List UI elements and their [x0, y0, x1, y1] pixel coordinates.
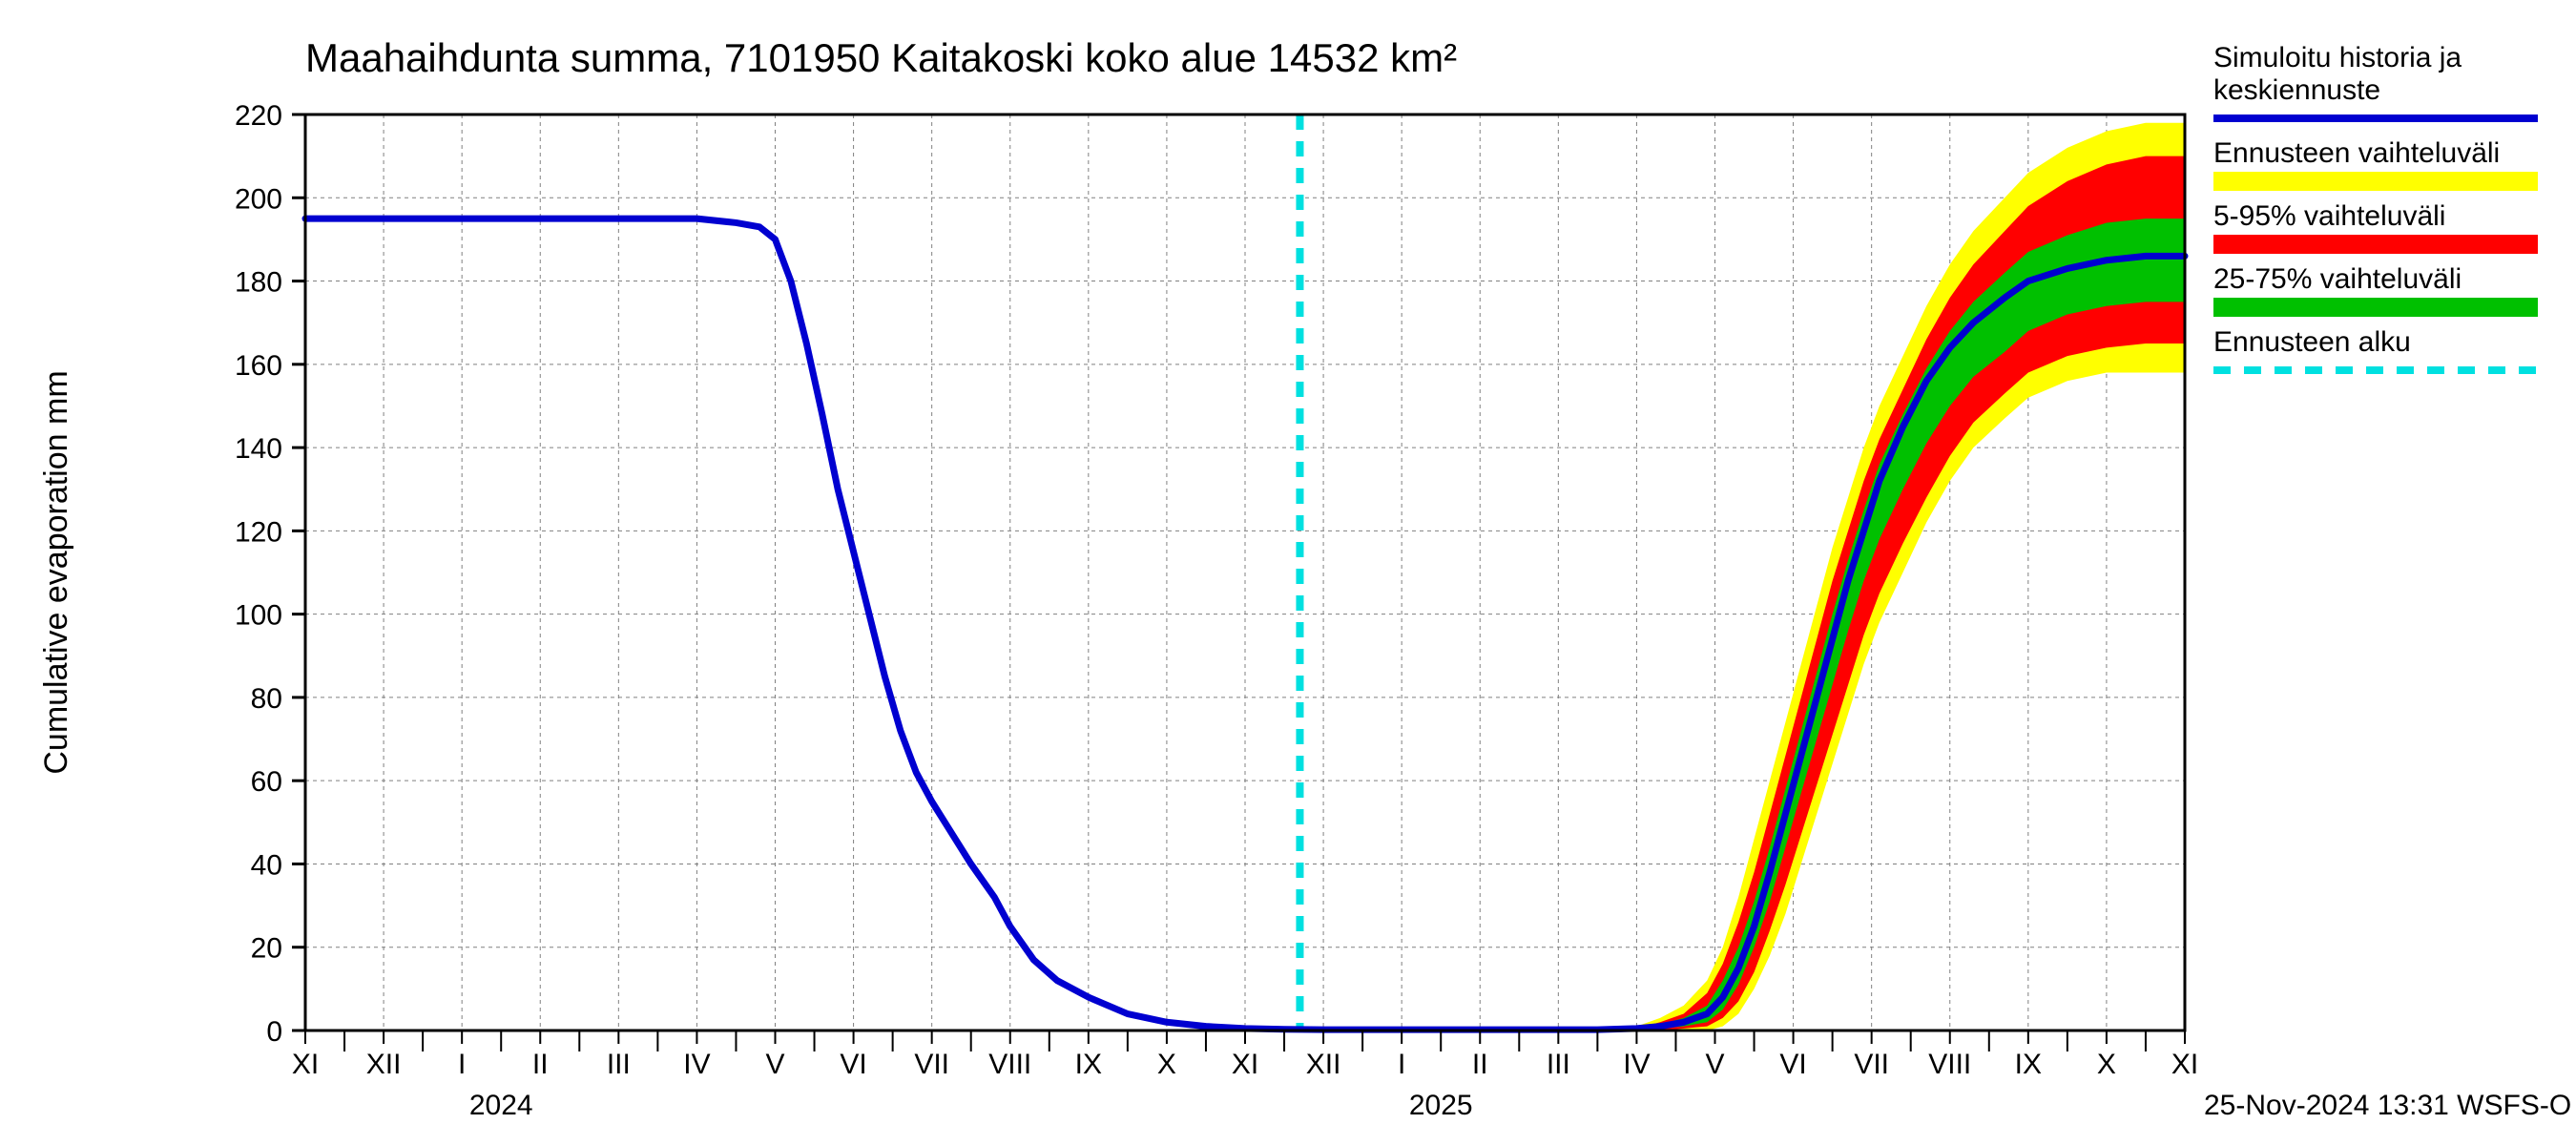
legend-swatch-band	[2213, 298, 2538, 317]
month-label: XI	[2171, 1049, 2198, 1080]
legend-label: Ennusteen alku	[2213, 326, 2411, 358]
legend-label: Simuloitu historia ja	[2213, 42, 2462, 73]
month-label: XII	[1306, 1049, 1341, 1080]
month-label: VII	[1854, 1049, 1889, 1080]
month-label: X	[2097, 1049, 2116, 1080]
legend-label: 5-95% vaihteluväli	[2213, 200, 2445, 232]
year-label: 2024	[469, 1090, 533, 1121]
month-label: II	[1472, 1049, 1488, 1080]
chart-bg	[0, 0, 2576, 1145]
ytick-label: 0	[266, 1016, 282, 1048]
month-label: VI	[1779, 1049, 1806, 1080]
ytick-label: 120	[235, 516, 282, 548]
month-label: VIII	[988, 1049, 1031, 1080]
chart-container: 020406080100120140160180200220XIXIIIIIII…	[0, 0, 2576, 1145]
legend-swatch-band	[2213, 172, 2538, 191]
month-label: X	[1157, 1049, 1176, 1080]
month-label: V	[765, 1049, 784, 1080]
month-label: IV	[683, 1049, 710, 1080]
ytick-label: 100	[235, 600, 282, 632]
ytick-label: 220	[235, 100, 282, 132]
ytick-label: 140	[235, 433, 282, 465]
month-label: VI	[840, 1049, 866, 1080]
ytick-label: 160	[235, 350, 282, 382]
legend-label: Ennusteen vaihteluväli	[2213, 137, 2500, 169]
month-label: II	[532, 1049, 549, 1080]
chart-title: Maahaihdunta summa, 7101950 Kaitakoski k…	[305, 35, 1457, 80]
ytick-label: 40	[251, 849, 282, 881]
month-label: XI	[1232, 1049, 1258, 1080]
ytick-label: 20	[251, 933, 282, 965]
month-label: VII	[914, 1049, 949, 1080]
month-label: I	[458, 1049, 466, 1080]
footer-text: 25-Nov-2024 13:31 WSFS-O	[2204, 1090, 2571, 1121]
month-label: IX	[2015, 1049, 2042, 1080]
month-label: VIII	[1928, 1049, 1971, 1080]
month-label: I	[1398, 1049, 1405, 1080]
month-label: XI	[292, 1049, 319, 1080]
month-label: III	[607, 1049, 631, 1080]
month-label: III	[1547, 1049, 1570, 1080]
year-label: 2025	[1409, 1090, 1473, 1121]
chart-svg: 020406080100120140160180200220XIXIIIIIII…	[0, 0, 2576, 1145]
ytick-label: 180	[235, 267, 282, 299]
month-label: V	[1705, 1049, 1724, 1080]
legend-swatch-band	[2213, 235, 2538, 254]
y-axis-label: Cumulative evaporation mm	[38, 370, 74, 774]
ytick-label: 80	[251, 683, 282, 715]
legend-label: 25-75% vaihteluväli	[2213, 263, 2462, 295]
month-label: IX	[1075, 1049, 1102, 1080]
month-label: XII	[366, 1049, 402, 1080]
legend-label: keskiennuste	[2213, 74, 2380, 106]
ytick-label: 60	[251, 766, 282, 798]
month-label: IV	[1623, 1049, 1650, 1080]
ytick-label: 200	[235, 183, 282, 215]
